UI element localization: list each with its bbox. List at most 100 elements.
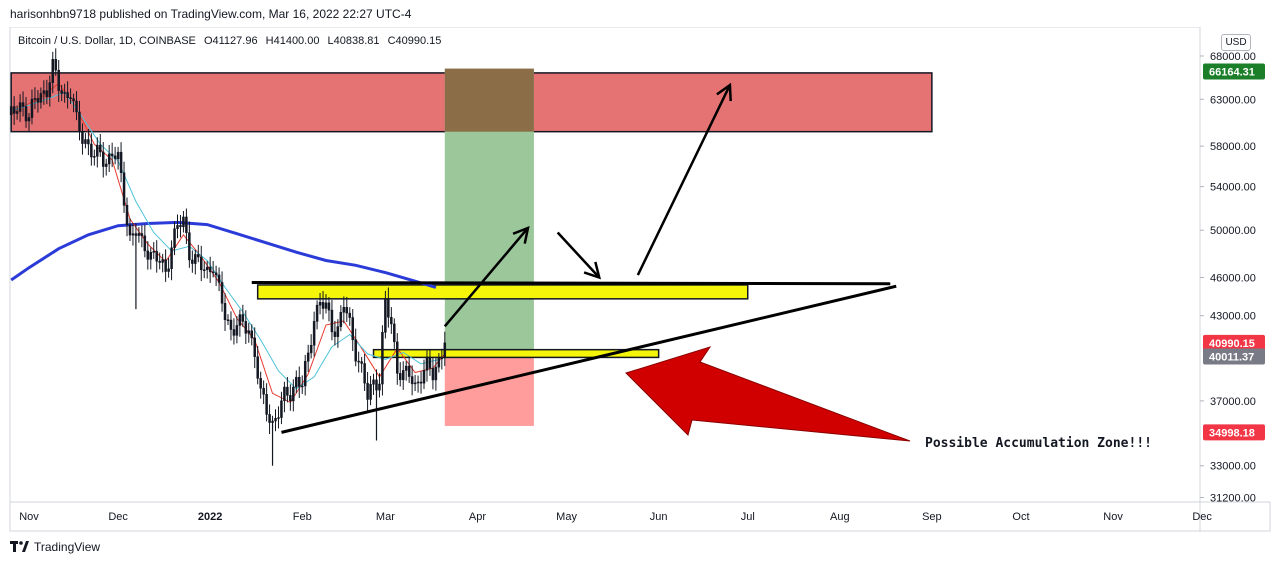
target-arrow[interactable] <box>636 84 732 276</box>
x-tick-label: Feb <box>293 511 312 523</box>
candle-body <box>9 106 13 116</box>
accumulation-arrow[interactable] <box>625 346 911 442</box>
candle-body <box>300 385 304 388</box>
price-tag-label: 34998.18 <box>1209 427 1255 439</box>
candle-body <box>116 151 120 160</box>
candle-body <box>354 339 357 362</box>
price-tag[interactable] <box>1203 348 1265 365</box>
candle-body <box>33 98 37 100</box>
candle-body <box>244 321 248 334</box>
candle-body <box>369 384 372 400</box>
chart-canvas[interactable]: Possible Accumulation Zone!!! 68000.00 630… <box>0 27 1280 532</box>
candle-body <box>416 381 420 384</box>
candle-body <box>256 356 259 379</box>
candle-body <box>48 82 52 98</box>
candle-body <box>232 329 236 336</box>
price-tag[interactable] <box>1203 63 1265 80</box>
candle-body <box>283 386 286 402</box>
candle-body <box>431 368 435 381</box>
legend-low: L40838.81 <box>327 35 380 47</box>
x-tick-label: Nov <box>1103 511 1123 523</box>
candle-body <box>161 259 164 263</box>
candle-body <box>99 144 102 153</box>
candle-body <box>235 325 239 336</box>
time-axis-frame <box>9 501 1271 532</box>
resistance-line[interactable] <box>251 280 891 286</box>
candle-body <box>407 365 411 377</box>
annotation-text: Possible Accumulation Zone!!! <box>925 436 1152 451</box>
target-arrow-head <box>716 82 732 102</box>
x-tick-label: Aug <box>830 511 850 523</box>
candle-body <box>191 259 194 264</box>
candle-body <box>413 382 417 385</box>
x-tick-label: Dec <box>1192 511 1212 523</box>
candle-body <box>12 106 16 114</box>
candle-body <box>188 232 191 261</box>
price-tag-label: 66164.31 <box>1209 67 1255 79</box>
candle-body <box>42 90 46 94</box>
candle-body <box>292 386 295 402</box>
candle-body <box>93 156 96 158</box>
price-tag-label: 40011.37 <box>1209 352 1254 364</box>
candle-body <box>167 268 170 272</box>
breakout-arrow[interactable] <box>443 227 529 328</box>
y-tick-label: 54000.00 <box>1210 182 1256 194</box>
candle-body <box>217 274 221 283</box>
candle-body <box>146 250 150 260</box>
candle-body <box>265 394 268 415</box>
candle-body <box>363 363 366 384</box>
y-tick-label: 68000.00 <box>1210 51 1256 63</box>
candle-body <box>57 69 60 91</box>
candle-body <box>185 216 188 233</box>
candle-body <box>437 358 441 368</box>
candle-body <box>419 381 423 384</box>
candle-body <box>425 356 429 371</box>
candle-body <box>140 233 144 237</box>
candle-body <box>200 256 203 271</box>
candle-body <box>51 59 55 83</box>
price-tag[interactable] <box>1203 424 1265 441</box>
candle-body <box>152 251 155 253</box>
candle-body <box>327 302 331 311</box>
candle-body <box>45 90 49 98</box>
candle-body <box>250 330 253 339</box>
retest-arrow[interactable] <box>556 231 601 279</box>
candle-body <box>208 266 212 273</box>
candle-body <box>66 92 69 98</box>
candle-body <box>69 97 72 99</box>
candle-body <box>253 337 256 357</box>
candle-body <box>90 143 93 158</box>
candle-body <box>205 266 209 270</box>
moving-average-line-1 <box>10 220 437 289</box>
candle-body <box>312 321 316 346</box>
candle-body <box>125 205 129 226</box>
candle-body <box>72 98 75 102</box>
y-tick-label: 37000.00 <box>1210 396 1256 408</box>
candle-body <box>399 373 402 381</box>
candle-body <box>39 93 43 103</box>
candle-body <box>149 252 153 260</box>
candle-body <box>303 361 307 387</box>
candle-body <box>170 247 173 270</box>
x-tick-label: Nov <box>19 511 39 523</box>
candle-body <box>78 111 81 132</box>
currency-button[interactable]: USD <box>1221 34 1251 51</box>
candle-body <box>96 144 99 157</box>
candle-body <box>324 302 328 309</box>
candle-body <box>387 298 390 318</box>
y-tick-label: 43000.00 <box>1210 311 1256 323</box>
candle-body <box>348 312 352 318</box>
candle-body <box>428 356 432 369</box>
candle-body <box>18 102 22 112</box>
lower-yellow-zone <box>372 348 660 359</box>
candle-body <box>182 216 185 228</box>
candle-body <box>202 269 206 271</box>
x-tick-label: Dec <box>108 511 128 523</box>
tradingview-footer: TradingView <box>10 540 100 554</box>
candle-body <box>366 382 369 400</box>
candle-body <box>84 139 87 144</box>
x-tick-label: May <box>556 511 577 523</box>
y-tick-label: 46000.00 <box>1210 272 1256 284</box>
candle-body <box>220 282 224 304</box>
support-trendline[interactable] <box>281 284 897 434</box>
